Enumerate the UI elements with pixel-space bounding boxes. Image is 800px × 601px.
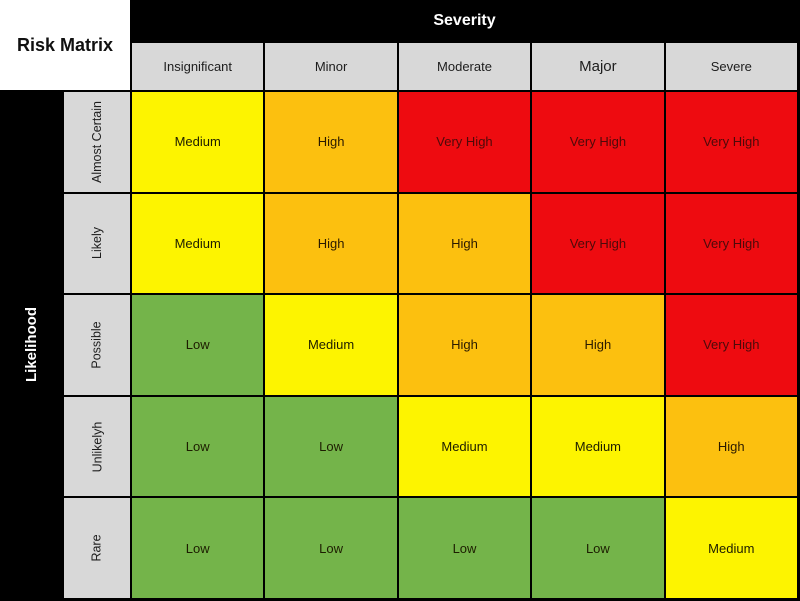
risk-cell: Low (265, 396, 397, 497)
risk-cell: Low (398, 498, 531, 598)
row-header-label: Rare (90, 534, 104, 562)
row-header-unlikely: Unlikelyh (64, 396, 130, 497)
risk-cell: Low (132, 396, 264, 497)
row-header-label: Likely (90, 227, 104, 260)
risk-cell: Very High (532, 193, 664, 294)
risk-cell: Medium (532, 396, 664, 497)
risk-cell: Very High (665, 193, 797, 294)
row-header-label: Possible (90, 321, 104, 369)
row-header-likely: Likely (64, 193, 130, 294)
risk-cell: High (532, 295, 664, 395)
row-header-possible: Possible (64, 295, 130, 395)
risk-cell: Medium (132, 193, 264, 294)
risk-cell: High (398, 295, 531, 395)
risk-cell: Medium (665, 498, 797, 598)
column-header-minor: Minor (265, 43, 397, 90)
risk-cell: Low (132, 498, 264, 598)
risk-cell: High (265, 92, 397, 192)
risk-cell: Medium (265, 295, 397, 395)
column-header-severe: Severe (665, 43, 797, 90)
risk-cell: Very High (398, 92, 531, 192)
row-header-rare: Rare (64, 498, 130, 598)
likelihood-axis-label: Likelihood (22, 307, 40, 383)
risk-cell: Medium (132, 92, 264, 192)
row-header-label: Almost Certain (90, 100, 105, 183)
risk-cell: Medium (398, 396, 531, 497)
column-header-major: Major (532, 43, 664, 90)
matrix-title: Risk Matrix (0, 0, 130, 90)
row-header-label: Unlikelyh (90, 421, 104, 472)
risk-cell: High (665, 396, 797, 497)
row-header-almost-certain: Almost Certain (64, 92, 130, 192)
risk-cell: Low (132, 295, 264, 395)
likelihood-axis-header: Likelihood (0, 92, 62, 598)
risk-cell: Very High (532, 92, 664, 192)
risk-cell: High (265, 193, 397, 294)
risk-cell: Very High (665, 295, 797, 395)
risk-cell: Very High (665, 92, 797, 192)
risk-cell: Low (532, 498, 664, 598)
severity-axis-header: Severity (132, 0, 797, 41)
column-header-moderate: Moderate (398, 43, 531, 90)
risk-cell: High (398, 193, 531, 294)
column-header-insignificant: Insignificant (132, 43, 264, 90)
risk-cell: Low (265, 498, 397, 598)
